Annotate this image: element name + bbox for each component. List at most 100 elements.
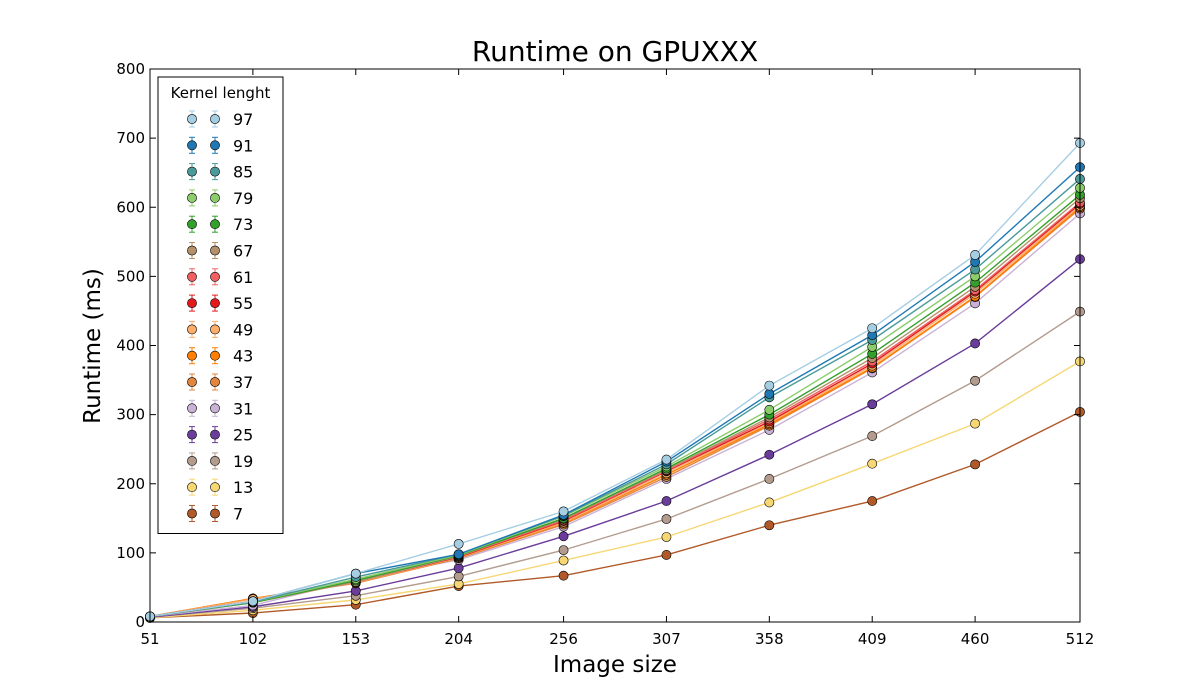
legend-marker bbox=[210, 455, 220, 466]
data-point-97-409 bbox=[867, 323, 878, 334]
legend-entry-13: 13 bbox=[187, 478, 253, 497]
legend-entry-31: 31 bbox=[187, 399, 253, 418]
data-point-7-256 bbox=[558, 570, 569, 581]
data-point-97-256 bbox=[558, 506, 569, 517]
legend-marker bbox=[210, 377, 220, 387]
series-line-55 bbox=[149, 203, 1081, 618]
data-point-91-358 bbox=[764, 388, 775, 399]
series-line-79 bbox=[149, 187, 1081, 618]
y-tick-label: 0 bbox=[135, 613, 145, 631]
y-tick-label: 400 bbox=[116, 337, 145, 355]
data-point-97-102 bbox=[247, 596, 258, 607]
data-point-91-204 bbox=[453, 549, 464, 560]
x-tick-label: 307 bbox=[652, 630, 681, 648]
data-point-7-409 bbox=[867, 496, 878, 506]
y-tick-label: 800 bbox=[116, 60, 145, 78]
legend-marker bbox=[187, 166, 197, 177]
y-tick-label: 300 bbox=[116, 406, 145, 424]
data-point-19-204 bbox=[453, 571, 464, 582]
x-tick-label: 358 bbox=[755, 630, 784, 648]
plot-frame bbox=[149, 68, 1081, 623]
x-tick-label: 460 bbox=[961, 630, 990, 648]
legend-entry-61: 61 bbox=[187, 268, 253, 287]
legend-marker bbox=[210, 350, 220, 361]
data-point-25-460 bbox=[970, 338, 980, 349]
legend-label: 91 bbox=[233, 136, 253, 155]
legend-marker bbox=[210, 166, 220, 177]
legend-marker bbox=[210, 403, 220, 414]
data-point-97-153 bbox=[350, 568, 361, 579]
legend-marker bbox=[187, 455, 197, 466]
data-point-25-256 bbox=[558, 531, 569, 542]
legend-entry-67: 67 bbox=[187, 242, 253, 261]
series-line-25 bbox=[149, 258, 1081, 618]
x-tick-label: 204 bbox=[444, 630, 473, 648]
series-line-67 bbox=[149, 197, 1081, 618]
data-point-7-358 bbox=[764, 520, 775, 531]
legend: Kernel lenght 97 91 85 79 73 67 61 55 49 43 37 31 25 1… bbox=[157, 76, 284, 534]
data-point-97-460 bbox=[970, 250, 980, 260]
legend-marker bbox=[187, 192, 197, 203]
legend-label: 37 bbox=[233, 373, 253, 392]
legend-entry-85: 85 bbox=[187, 163, 253, 182]
legend-label: 85 bbox=[233, 163, 253, 182]
y-tick-label: 500 bbox=[116, 267, 145, 285]
legend-marker bbox=[210, 271, 220, 282]
data-point-13-307 bbox=[661, 532, 672, 542]
legend-marker bbox=[187, 429, 197, 440]
legend-marker bbox=[210, 140, 220, 151]
legend-marker bbox=[187, 377, 197, 387]
series-line-37 bbox=[149, 208, 1081, 618]
x-tick-label: 102 bbox=[239, 630, 268, 648]
legend-label: 43 bbox=[233, 347, 253, 366]
legend-marker bbox=[210, 298, 220, 308]
axes: 51 102 153 204 256 307 358 409 460 512 0 100 200 300 4… bbox=[116, 60, 1094, 648]
legend-marker bbox=[210, 508, 220, 519]
series-line-97 bbox=[149, 142, 1081, 618]
legend-marker bbox=[210, 324, 220, 335]
y-tick-label: 700 bbox=[116, 129, 145, 147]
y-tick-label: 600 bbox=[116, 198, 145, 216]
data-point-25-409 bbox=[867, 399, 878, 410]
legend-marker bbox=[210, 245, 220, 256]
legend-marker bbox=[210, 482, 220, 493]
data-point-97-204 bbox=[453, 538, 464, 549]
legend-marker bbox=[187, 508, 197, 519]
y-tick-label: 200 bbox=[116, 475, 145, 493]
series-line-85 bbox=[149, 178, 1081, 618]
data-point-7-307 bbox=[661, 550, 672, 560]
x-axis-label: Image size bbox=[553, 652, 677, 678]
legend-title: Kernel lenght bbox=[171, 84, 271, 102]
legend-label: 13 bbox=[233, 478, 253, 497]
series-line-43 bbox=[149, 206, 1081, 618]
legend-entry-37: 37 bbox=[187, 373, 253, 392]
legend-marker bbox=[210, 192, 220, 203]
x-tick-label: 51 bbox=[140, 630, 159, 648]
legend-marker bbox=[210, 429, 220, 440]
legend-marker bbox=[187, 403, 197, 414]
series-line-49 bbox=[149, 205, 1081, 618]
x-tick-label: 512 bbox=[1066, 630, 1095, 648]
data-point-97-358 bbox=[764, 380, 775, 391]
series-line-13 bbox=[149, 360, 1081, 619]
legend-entry-73: 73 bbox=[187, 215, 253, 234]
legend-marker bbox=[187, 245, 197, 256]
data-point-25-204 bbox=[453, 563, 464, 573]
legend-entry-49: 49 bbox=[187, 320, 253, 339]
series-line-7 bbox=[149, 411, 1081, 619]
legend-label: 7 bbox=[233, 505, 243, 524]
data-point-19-256 bbox=[558, 545, 569, 556]
legend-label: 19 bbox=[233, 452, 253, 471]
data-point-79-358 bbox=[764, 404, 775, 415]
plot-area bbox=[145, 138, 1085, 623]
legend-entry-19: 19 bbox=[187, 452, 253, 471]
legend-label: 97 bbox=[233, 110, 253, 129]
x-tick-label: 409 bbox=[858, 630, 887, 648]
legend-marker bbox=[187, 271, 197, 282]
data-point-19-460 bbox=[970, 375, 980, 386]
legend-label: 25 bbox=[233, 426, 253, 445]
series-line-19 bbox=[149, 311, 1081, 618]
legend-entry-91: 91 bbox=[187, 136, 253, 155]
